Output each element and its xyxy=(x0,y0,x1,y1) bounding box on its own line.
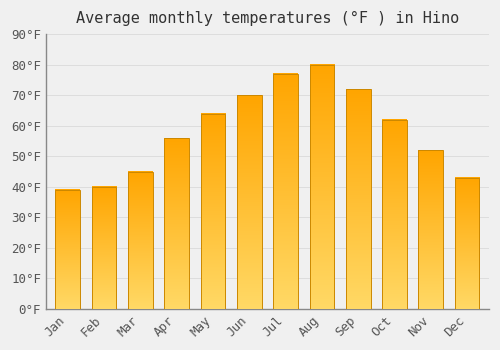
Bar xyxy=(346,89,370,309)
Bar xyxy=(56,190,80,309)
Bar xyxy=(92,187,116,309)
Bar xyxy=(273,74,298,309)
Bar xyxy=(200,114,226,309)
Bar xyxy=(164,138,189,309)
Bar xyxy=(455,178,479,309)
Bar xyxy=(382,120,407,309)
Title: Average monthly temperatures (°F ) in Hino: Average monthly temperatures (°F ) in Hi… xyxy=(76,11,459,26)
Bar xyxy=(128,172,152,309)
Bar xyxy=(237,95,262,309)
Bar xyxy=(310,65,334,309)
Bar xyxy=(418,150,443,309)
